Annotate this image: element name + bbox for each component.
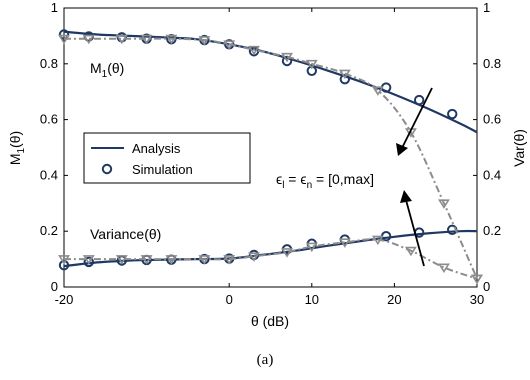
y-axis-right-label: Var(θ) bbox=[511, 129, 527, 167]
series-2-variance-marker-4 bbox=[165, 255, 178, 265]
epsilon-annotation: ϵl = ϵn = [0,max] bbox=[276, 171, 374, 191]
y-left-tick-label-0: 0 bbox=[51, 279, 58, 294]
arrow-down-head bbox=[396, 143, 408, 156]
series-2-m1-marker-11 bbox=[371, 86, 384, 96]
series-2-variance-marker-2 bbox=[115, 255, 128, 265]
y-left-tick-label-3: 0.6 bbox=[40, 112, 58, 127]
y-left-tick-label-1: 0.2 bbox=[40, 223, 58, 238]
arrow-up-line bbox=[405, 199, 425, 267]
legend-box bbox=[83, 132, 251, 184]
series-1-m1-marker-13 bbox=[447, 108, 458, 120]
series-2-variance-marker-11 bbox=[371, 235, 384, 246]
series-2-variance-marker-12 bbox=[404, 246, 417, 257]
legend-analysis-label: Analysis bbox=[132, 141, 181, 156]
series-2-m1-marker-8 bbox=[281, 52, 293, 63]
series-2-m1-marker-3 bbox=[140, 34, 153, 45]
series-2-variance-marker-7 bbox=[248, 252, 260, 262]
variance-curve-label: Variance(θ) bbox=[90, 226, 161, 242]
series-2-variance-marker-13 bbox=[438, 263, 450, 274]
y-left-tick-label-2: 0.4 bbox=[40, 167, 58, 182]
series-2-variance-marker-1 bbox=[82, 255, 95, 265]
series-2-variance-marker-3 bbox=[140, 255, 153, 265]
series-2-variance-marker-10 bbox=[338, 238, 351, 248]
y-right-tick-label-3: 0.6 bbox=[483, 112, 501, 127]
figure-caption: (a) bbox=[256, 352, 274, 368]
legend-simulation-label: Simulation bbox=[132, 162, 193, 177]
series-2-variance-marker-8 bbox=[281, 248, 293, 258]
series-2-variance-line bbox=[63, 238, 478, 280]
series-1-variance-marker-0 bbox=[58, 260, 70, 271]
y-right-tick-label-4: 0.8 bbox=[483, 56, 501, 71]
series-0-m1-line bbox=[63, 30, 478, 134]
x-tick-label-4: 30 bbox=[470, 292, 484, 307]
y-left-tick-label-4: 0.8 bbox=[40, 56, 58, 71]
x-tick-label-2: 10 bbox=[305, 292, 319, 307]
y-right-tick-label-0: 0 bbox=[483, 279, 490, 294]
legend-simulation-swatch bbox=[101, 163, 113, 175]
x-tick-label-1: 0 bbox=[226, 292, 233, 307]
legend: Analysis Simulation bbox=[83, 132, 251, 184]
series-2-variance-marker-0 bbox=[58, 255, 70, 265]
series-1-m1-marker-10 bbox=[339, 73, 351, 85]
series-2-m1-marker-13 bbox=[438, 199, 450, 209]
x-tick-label-3: 20 bbox=[387, 292, 401, 307]
series-1-m1-marker-12 bbox=[413, 94, 425, 106]
y-right-tick-label-5: 1 bbox=[483, 0, 490, 15]
series-2-m1-marker-9 bbox=[305, 59, 318, 70]
x-axis-label: θ (dB) bbox=[251, 313, 289, 329]
series-2-m1-marker-1 bbox=[82, 34, 95, 45]
series-2-variance-marker-9 bbox=[305, 242, 318, 253]
plot-frame bbox=[63, 7, 478, 288]
series-2-m1-marker-7 bbox=[248, 45, 260, 56]
y-left-tick-label-5: 1 bbox=[51, 0, 58, 15]
arrow-down-line bbox=[401, 87, 433, 149]
series-2-m1-marker-4 bbox=[165, 34, 178, 45]
x-tick-label-0: -20 bbox=[55, 292, 74, 307]
series-2-variance-marker-14 bbox=[471, 274, 483, 285]
y-axis-left-label: M1(θ) bbox=[7, 131, 27, 165]
series-2-m1-marker-2 bbox=[115, 34, 128, 45]
y-right-tick-label-1: 0.2 bbox=[483, 223, 501, 238]
arrow-up-head bbox=[400, 190, 412, 203]
series-2-variance-marker-6 bbox=[223, 255, 236, 265]
series-2-m1-marker-6 bbox=[223, 40, 236, 50]
series-1-variance-marker-1 bbox=[83, 256, 94, 268]
series-2-variance-marker-5 bbox=[198, 255, 211, 265]
series-1-m1-marker-8 bbox=[281, 55, 293, 67]
m1-curve-label: M1(θ) bbox=[90, 60, 124, 80]
series-2-m1-marker-0 bbox=[58, 34, 70, 45]
y-right-tick-label-2: 0.4 bbox=[483, 167, 501, 182]
annotation-arrows bbox=[396, 87, 433, 267]
series-2-m1-marker-5 bbox=[198, 36, 211, 46]
series-2-m1-marker-10 bbox=[338, 69, 351, 80]
